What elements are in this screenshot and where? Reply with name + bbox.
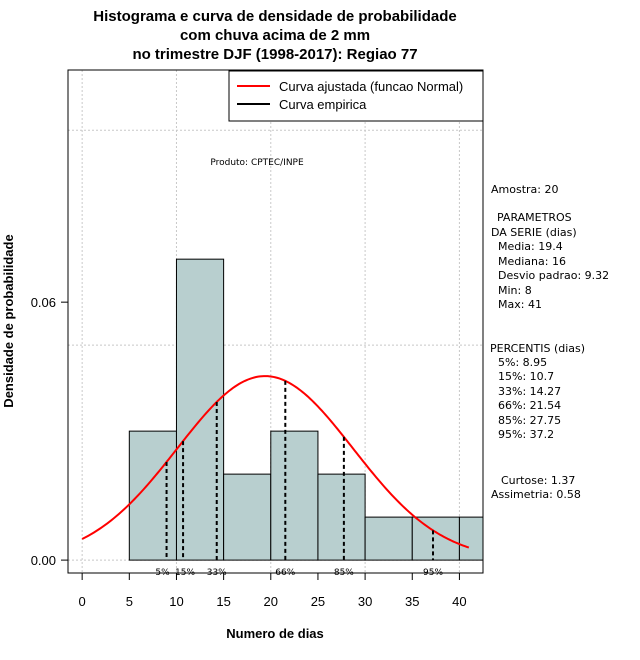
- chart-title-line-1: Histograma e curva de densidade de proba…: [93, 8, 456, 25]
- chart-title-line-3: no trimestre DJF (1998-2017): Regiao 77: [132, 46, 417, 63]
- stat-desvio: Desvio padrao: 9.32: [498, 269, 609, 282]
- x-tick-label-7: 35: [405, 594, 419, 609]
- legend-box: [228, 70, 484, 122]
- x-tick-label-6: 30: [358, 594, 372, 609]
- histogram-bar-2: [223, 473, 272, 561]
- stat-media: Media: 19.4: [498, 240, 563, 253]
- x-tick-label-2: 10: [169, 594, 183, 609]
- stat-p5: 5%: 8.95: [498, 356, 547, 369]
- stat-p95: 95%: 37.2: [498, 428, 554, 441]
- axes-layer: 0 5 10 15 20 25 30 35 40 0.00 0.06: [31, 295, 467, 609]
- legend-empirical-label: Curva empirica: [279, 97, 367, 112]
- stat-min: Min: 8: [498, 284, 532, 297]
- stat-curtose: Curtose: 1.37: [501, 474, 575, 487]
- x-axis-title: Numero de dias: [226, 626, 324, 641]
- stat-params-title-1: PARAMETROS: [497, 211, 572, 224]
- y-tick-label-1: 0.06: [31, 295, 56, 310]
- x-tick-label-0: 0: [79, 594, 86, 609]
- stat-amostra: Amostra: 20: [491, 183, 558, 196]
- stat-assimetria: Assimetria: 0.58: [491, 488, 581, 501]
- legend-normal-label: Curva ajustada (funcao Normal): [279, 79, 463, 94]
- histogram-bar-6: [411, 516, 460, 561]
- plot-frame: [67, 69, 484, 574]
- stat-max: Max: 41: [498, 298, 542, 311]
- histogram-bar-3: [270, 430, 319, 561]
- normal-fit-curve: [81, 375, 470, 549]
- stats-panel: Amostra: 20 PARAMETROS DA SERIE (dias) M…: [490, 183, 609, 501]
- x-tick-label-4: 20: [264, 594, 278, 609]
- histogram-bar-5: [364, 516, 413, 561]
- stat-percentis-title: PERCENTIS (dias): [490, 342, 585, 355]
- source-annotation: Produto: CPTEC/INPE: [210, 158, 304, 168]
- x-tick-label-5: 25: [311, 594, 325, 609]
- stat-params-title-2: DA SERIE (dias): [491, 226, 577, 239]
- bars-layer: [128, 258, 484, 561]
- histogram-bar-7: [458, 516, 484, 561]
- histogram-bar-0: [128, 430, 177, 561]
- x-tick-label-8: 40: [452, 594, 466, 609]
- curve-layer: [81, 375, 470, 549]
- x-tick-label-1: 5: [126, 594, 133, 609]
- stat-mediana: Mediana: 16: [498, 255, 566, 268]
- legend: Curva ajustada (funcao Normal) Curva emp…: [228, 70, 484, 122]
- x-tick-label-3: 15: [216, 594, 230, 609]
- chart-title-line-2: com chuva acima de 2 mm: [180, 27, 370, 44]
- stat-p33: 33%: 14.27: [498, 385, 561, 398]
- stat-p85: 85%: 27.75: [498, 414, 561, 427]
- y-axis-title: Densidade de probabilidade: [1, 234, 16, 407]
- histogram-bar-4: [317, 473, 366, 561]
- stat-p15: 15%: 10.7: [498, 370, 554, 383]
- y-tick-label-0: 0.00: [31, 553, 56, 568]
- stat-p66: 66%: 21.54: [498, 399, 561, 412]
